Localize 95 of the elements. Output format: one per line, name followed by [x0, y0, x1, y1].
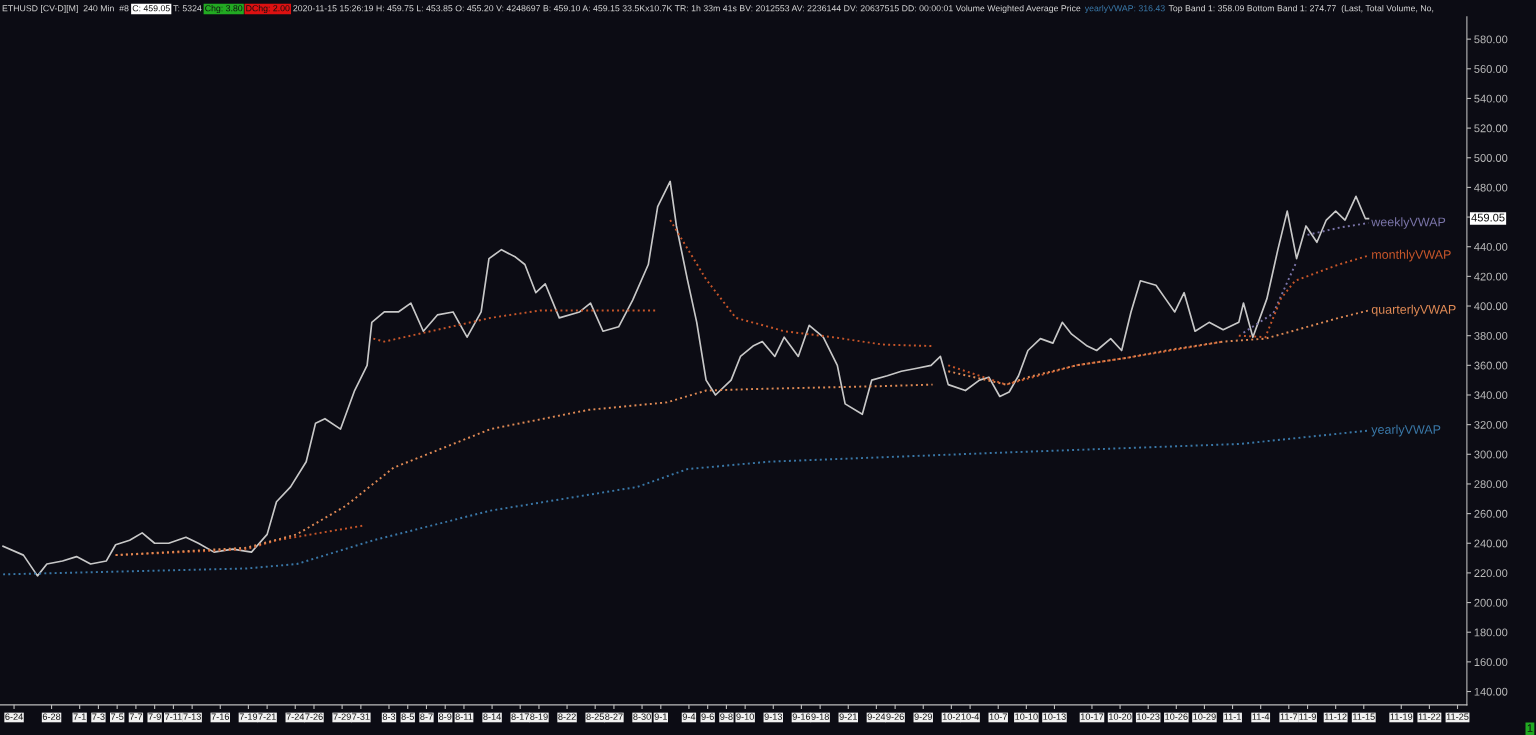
text: C: 459.05: [132, 5, 170, 12]
text: 1: [1527, 724, 1533, 732]
text: DChg: 2.00: [246, 4, 290, 14]
y-tick-label: 160.00: [1474, 658, 1508, 666]
x-tick-label: 8-5: [401, 713, 414, 720]
x-tick-label: 9-4: [682, 713, 696, 720]
x-tick-label: 11-1: [1224, 713, 1241, 720]
x-tick-label: 10-23: [1137, 713, 1160, 720]
y-tick-label: 580.00: [1474, 35, 1508, 44]
x-tick-label: 9-24: [867, 713, 886, 720]
x-tick-label: 7-26: [305, 713, 323, 720]
x-tick-label: 10-2: [942, 713, 961, 720]
x-tick-label: 9-13: [764, 713, 783, 720]
x-tick-label: 11-7: [1280, 713, 1298, 720]
x-tick-label: 10-20: [1109, 713, 1132, 720]
x-tick-label: 8-25: [586, 713, 604, 720]
x-tick-label: 10-13: [1043, 713, 1066, 720]
y-tick-label: 520.00: [1474, 124, 1508, 133]
x-tick-label: 10-10: [1015, 713, 1038, 720]
y-tick-label: 280.00: [1474, 480, 1508, 489]
x-tick-label: 8-19: [530, 713, 548, 720]
y-tick-label: 440.00: [1474, 242, 1508, 251]
y-tick-label: 340.00: [1474, 391, 1508, 400]
y-tick-label: 140.00: [1474, 687, 1508, 696]
x-tick-label: 9-29: [914, 713, 932, 720]
text: Chg: 3.80: [205, 4, 243, 14]
x-tick-label: 8-17: [511, 713, 529, 720]
x-tick-label: 8-7: [420, 713, 433, 720]
x-tick-label: 9-10: [736, 713, 754, 720]
y-tick-label: 480.00: [1474, 183, 1508, 192]
x-tick-label: 7-29: [333, 713, 351, 720]
x-tick-label: 10-7: [989, 713, 1007, 720]
text: 2020-11-15 15:26:19 H: 459.75 L: 453.85 O: 455.20 V: 4248697 B: 459.10 A: 459.15 33.5Kx10.7K TR: 1h 33m 41s BV: 2012553 AV: 2236144 DV: 20637515 DD: 00:00:01 Volume Weighted Average Price: [293, 4, 1081, 14]
x-tick-label: 10-4: [961, 713, 980, 720]
x-tick-label: 7-11: [165, 713, 182, 720]
y-tick-label: 540.00: [1474, 94, 1508, 103]
y-tick-label: 240.00: [1474, 539, 1508, 548]
y-tick-label: 380.00: [1474, 331, 1508, 340]
x-tick-label: 8-14: [483, 713, 501, 720]
x-tick-label: 11-12: [1324, 713, 1347, 720]
series-label: yearlyVWAP: [1371, 424, 1441, 437]
x-tick-label: 7-16: [211, 713, 230, 720]
y-tick-label: 400.00: [1474, 302, 1508, 311]
x-tick-label: 9-26: [886, 713, 904, 720]
y-tick-label: 200.00: [1474, 598, 1508, 607]
x-tick-label: 11-25: [1446, 713, 1469, 720]
x-tick-label: 7-13: [183, 713, 201, 720]
y-tick-label: 360.00: [1474, 361, 1508, 370]
series-label: quarterlyVWAP: [1371, 304, 1456, 317]
x-tick-label: 7-3: [92, 713, 105, 720]
text: yearlyVWAP: 316.43: [1084, 4, 1165, 14]
x-tick-label: 7-9: [148, 713, 161, 720]
x-tick-label: 7-19: [239, 713, 258, 720]
x-tick-label: 8-3: [382, 713, 396, 720]
text: T: 5324: [173, 5, 202, 12]
y-tick-label: 220.00: [1474, 569, 1508, 578]
x-tick-label: 8-27: [605, 713, 623, 720]
x-tick-label: 11-15: [1353, 713, 1375, 720]
series-label: monthlyVWAP: [1372, 249, 1451, 262]
x-tick-label: 6-24: [5, 713, 23, 720]
x-tick-label: 9-16: [792, 713, 811, 720]
x-tick-label: 7-31: [352, 713, 370, 720]
x-tick-label: 8-30: [633, 713, 651, 720]
y-tick-label: 500.00: [1474, 154, 1508, 162]
x-tick-label: 11-4: [1252, 713, 1270, 720]
x-tick-label: 10-26: [1165, 713, 1188, 720]
x-tick-label: 7-24: [286, 713, 305, 720]
x-tick-label: 11-9: [1299, 713, 1316, 720]
x-tick-label: 11-19: [1390, 713, 1413, 720]
y-tick-label: 260.00: [1474, 509, 1508, 518]
x-tick-label: 7-5: [111, 713, 124, 720]
y-tick-label: 560.00: [1474, 65, 1508, 73]
x-tick-label: 9-18: [811, 713, 829, 720]
y-tick-label: 320.00: [1474, 420, 1508, 429]
x-tick-label: 7-7: [129, 713, 143, 720]
x-tick-label: 9-21: [839, 713, 857, 720]
y-tick-label: 180.00: [1474, 628, 1508, 637]
x-tick-label: 9-6: [701, 713, 714, 720]
y-tick-label: 300.00: [1474, 450, 1508, 459]
x-tick-label: 8-11: [455, 713, 473, 720]
x-tick-label: 10-29: [1193, 713, 1216, 720]
x-tick-label: 9-1: [654, 713, 667, 720]
x-tick-label: 8-22: [558, 713, 576, 720]
chart-title: ETHUSD [CV-D][M] 240 Min #8: [2, 4, 129, 14]
x-tick-label: 8-9: [438, 713, 452, 720]
x-tick-label: 7-1: [73, 713, 86, 720]
x-tick-label: 7-21: [258, 713, 276, 720]
series-label: weeklyVWAP: [1371, 217, 1446, 229]
text: Top Band 1: 358.09 Bottom Band 1: 274.77 (Last, Total Volume, No,: [1168, 4, 1434, 14]
text: 459.05: [1471, 213, 1505, 222]
x-tick-label: 9-8: [720, 713, 733, 720]
y-tick-label: 420.00: [1474, 272, 1508, 281]
x-tick-label: 10-17: [1080, 713, 1104, 720]
x-tick-label: 6-28: [42, 713, 61, 720]
x-tick-label: 11-22: [1418, 713, 1441, 720]
